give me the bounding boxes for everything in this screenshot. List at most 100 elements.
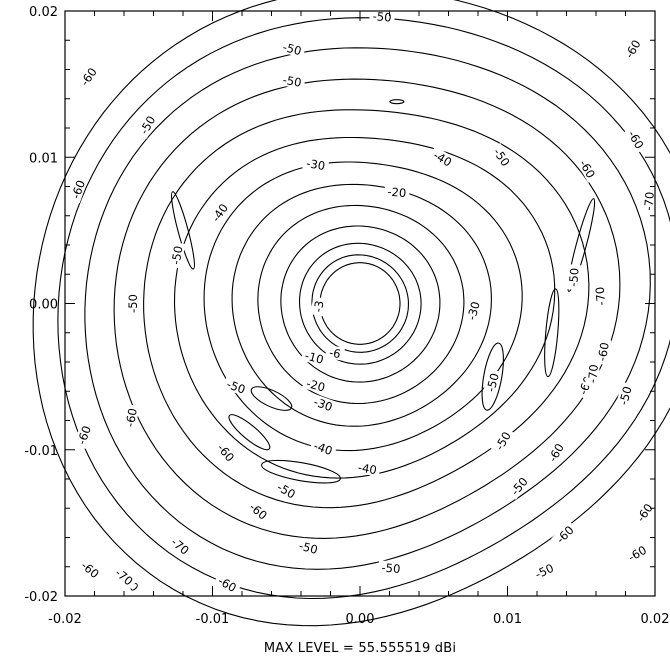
contour-label-gap [565, 264, 581, 291]
contour-label-text: -50 [281, 40, 303, 58]
max-level-caption: MAX LEVEL = 55.555519 dBi [264, 641, 456, 656]
contour-level-label: -50 [222, 376, 251, 397]
contour-label-gap [213, 571, 242, 596]
contour-level-label: -70 [166, 532, 195, 559]
contour-label-gap [354, 459, 381, 477]
contour-line [84, 47, 651, 570]
contour-label-text: -60 [68, 178, 88, 200]
contour-label-gap [584, 360, 601, 387]
x-axis-tick-labels: -0.02 -0.01 0.00 0.01 0.02 [48, 612, 669, 627]
contour-label-text: -50 [225, 377, 247, 397]
plot-frame [64, 10, 656, 597]
contour-label-gap [631, 498, 657, 527]
contour-line [143, 109, 590, 509]
contour-label-text: -70 [585, 364, 601, 384]
y-tick-label: 0.00 [29, 298, 58, 313]
contour-level-label: -60 [76, 556, 105, 583]
contour-line [311, 254, 409, 353]
contour-island [228, 414, 271, 451]
contour-label-gap [325, 344, 346, 361]
contour-label-gap [620, 34, 645, 63]
contour-label-gap [309, 393, 338, 415]
x-tick-label: -0.01 [196, 612, 230, 627]
contour-island [544, 288, 560, 378]
contour-label-text: -30 [312, 395, 334, 415]
contour-level-label: -70 [592, 283, 609, 310]
contour-label-gap [135, 110, 160, 139]
contour-label-gap [615, 381, 635, 410]
contour-level-label: -6 [325, 344, 346, 361]
contour-label-gap [278, 39, 307, 59]
contour-label-gap [294, 537, 323, 557]
contour-level-label: -20 [302, 375, 330, 395]
contour-label-text: -20 [387, 185, 407, 201]
contour-label-text: -50 [616, 385, 634, 407]
contour-label-gap [310, 296, 327, 317]
contour-level-label: -50 [530, 559, 559, 582]
contour-level-label: -60 [622, 541, 652, 566]
contour-label-text: -30 [464, 300, 482, 322]
contour-label-gap [594, 338, 612, 366]
contour-level-label: -60 [75, 62, 101, 91]
contour-label-gap [244, 497, 273, 524]
contour-label-text: -10 [303, 348, 325, 366]
contour-level-label: -60 [551, 520, 579, 548]
x-tick-label: 0.02 [641, 612, 670, 627]
contour-label-gap [75, 62, 101, 91]
y-tick-label: 0.02 [29, 5, 58, 20]
contour-label-text: -50 [484, 372, 502, 394]
contour-level-label: -50 [482, 368, 502, 397]
contour-label-text: -50 [297, 539, 319, 557]
contour-label-text: -40 [357, 460, 378, 477]
contour-label-gap [76, 556, 105, 583]
contour-island [261, 459, 341, 484]
x-tick-label: 0.01 [493, 612, 522, 627]
contour-label-text: -50 [282, 73, 303, 90]
contour-label-text: -50 [126, 294, 140, 313]
contour-line [298, 242, 422, 365]
contour-level-label: -30 [302, 155, 330, 173]
y-axis-tick-labels: 0.02 0.01 0.00 -0.01 -0.02 [24, 5, 58, 605]
contour-level-label: -60 [213, 438, 240, 467]
contour-line [280, 225, 441, 383]
y-tick-label: 0.01 [29, 151, 58, 166]
contour-label-text: -50 [169, 245, 186, 266]
contour-label-gap [278, 72, 306, 90]
contour-level-label: -50 [168, 241, 186, 269]
contour-level-label: -70 [584, 360, 601, 387]
contour-island [171, 191, 195, 270]
contour-label-gap [377, 560, 405, 576]
contour-label-text: -60 [595, 341, 612, 362]
contour-label-text: -30 [305, 156, 326, 173]
contour-label-text: -60 [74, 424, 94, 446]
contour-level-label: -50 [369, 8, 396, 25]
contour-label-gap [463, 296, 483, 325]
contour-label-text: -50 [566, 267, 582, 287]
contour-level-label: -10 [300, 347, 329, 367]
contour-level-label: -20 [383, 184, 410, 201]
contour-level-label: -60 [244, 497, 273, 524]
contour-level-label: -50 [294, 537, 323, 557]
contour-level-label: -50 [565, 264, 582, 291]
contour-label-gap [122, 404, 140, 431]
contour-label-gap [125, 291, 139, 316]
contour-level-label: -40 [354, 459, 381, 477]
contour-level-label: -60 [624, 125, 649, 154]
contour-island [481, 342, 504, 411]
contour-level-label: -70 [641, 188, 657, 215]
contour-level-label: -60 [543, 438, 568, 467]
contour-label-gap [168, 241, 186, 269]
contour-island [567, 198, 596, 292]
contour-label-gap [300, 347, 329, 367]
contour-label-gap [67, 175, 89, 204]
contour-level-label: -60 [594, 338, 612, 366]
contour-label-gap [383, 184, 410, 200]
contour-level-label: -40 [309, 437, 338, 459]
contour-label-gap [530, 559, 559, 582]
contour-level-label: -60 [631, 498, 657, 527]
contour-island [250, 386, 293, 411]
contour-label-text: -70 [593, 286, 609, 306]
contour-label-gap [428, 146, 457, 171]
contour-level-label: -30 [309, 393, 338, 415]
